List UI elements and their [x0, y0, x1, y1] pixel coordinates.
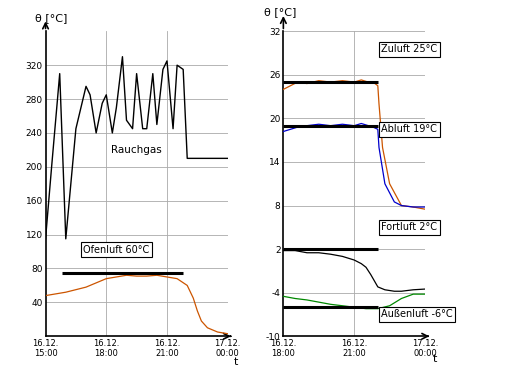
Text: Ofenluft 60°C: Ofenluft 60°C	[83, 245, 149, 255]
Text: t: t	[431, 354, 436, 364]
Text: Fortluft 2°C: Fortluft 2°C	[381, 222, 436, 232]
Text: Rauchgas: Rauchgas	[111, 145, 162, 155]
Text: Zuluft 25°C: Zuluft 25°C	[381, 45, 437, 54]
Text: θ [°C]: θ [°C]	[264, 7, 296, 17]
Text: t: t	[233, 357, 237, 368]
Text: Außenluft -6°C: Außenluft -6°C	[381, 309, 452, 319]
Text: Abluft 19°C: Abluft 19°C	[381, 124, 436, 135]
Text: θ [°C]: θ [°C]	[35, 13, 68, 23]
